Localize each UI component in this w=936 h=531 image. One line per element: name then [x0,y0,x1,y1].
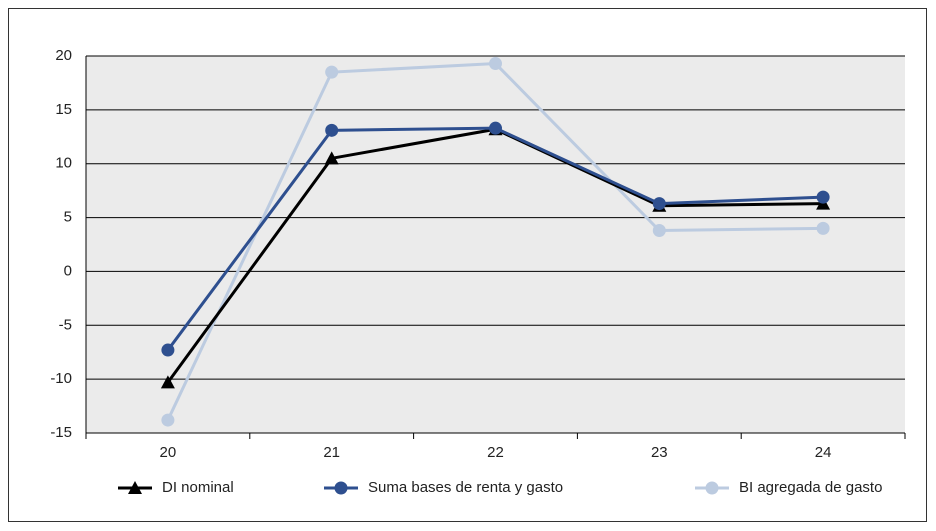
data-point [489,57,502,71]
data-point [325,123,339,137]
y-tick-label: 20 [55,47,72,64]
y-tick-label: 5 [64,209,72,226]
data-point [161,343,175,357]
plot-area [86,56,905,433]
y-tick-label: -10 [50,370,72,387]
x-tick-label: 24 [815,444,832,461]
data-point [652,223,666,237]
legend-marker [128,481,142,494]
data-point [816,221,830,235]
y-tick-label: 15 [55,101,72,118]
legend-label: DI nominal [162,479,234,496]
x-tick-label: 22 [487,444,504,461]
data-point [816,190,830,204]
data-point [489,121,502,135]
legend-marker [705,481,719,495]
x-tick-label: 21 [323,444,340,461]
data-point [652,197,666,211]
x-tick-label: 20 [160,444,177,461]
data-point [160,375,175,389]
y-tick-label: 10 [55,155,72,172]
x-tick-label: 23 [651,444,668,461]
data-point [324,151,339,165]
data-point [161,413,175,427]
data-point [325,65,339,79]
legend-marker [334,481,348,495]
y-tick-label: -5 [59,316,72,333]
legend-label: Suma bases de renta y gasto [368,479,563,496]
y-tick-label: -15 [50,424,72,441]
y-tick-label: 0 [64,262,72,279]
legend-label: BI agregada de gasto [739,479,882,496]
